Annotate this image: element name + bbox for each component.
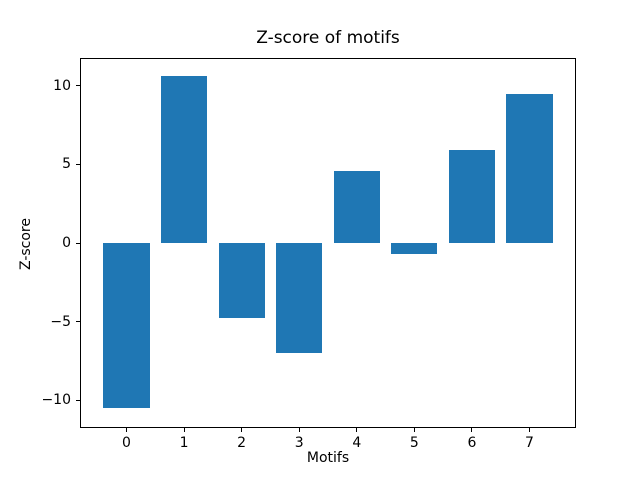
bar-motif-1 [161, 76, 208, 243]
y-tick-mark [76, 321, 80, 323]
y-tick-label: 10 [53, 77, 71, 94]
x-tick-mark [298, 428, 300, 432]
bar-motif-5 [391, 243, 438, 254]
y-tick-mark [76, 399, 80, 401]
x-tick-mark [125, 428, 127, 432]
y-tick-mark [76, 163, 80, 165]
x-tick-mark [183, 428, 185, 432]
bar-motif-6 [448, 150, 495, 243]
x-tick-label: 4 [352, 435, 362, 451]
x-tick-mark [529, 428, 530, 432]
x-tick-mark [471, 428, 473, 432]
bar-motif-0 [103, 243, 150, 409]
x-tick-label: 7 [525, 435, 534, 451]
chart-title: Z-score of motifs [256, 28, 400, 48]
y-tick-label: −10 [41, 392, 71, 409]
x-tick-mark [356, 428, 358, 432]
x-tick-label: 2 [237, 435, 247, 451]
x-tick-label: 1 [179, 435, 189, 451]
plot-area: −10 −5 0 5 10 0 1 2 3 4 5 6 7 [41, 58, 576, 451]
x-axis-label: Motifs [306, 450, 350, 466]
bar-motif-2 [218, 243, 265, 319]
y-tick-mark [76, 242, 80, 244]
y-tick-label: 0 [62, 235, 71, 251]
y-tick-label: −5 [50, 313, 71, 330]
x-tick-label: 6 [467, 435, 477, 451]
x-tick-label: 0 [122, 435, 131, 451]
x-tick-label: 5 [409, 435, 419, 451]
y-tick-label: 5 [62, 156, 71, 173]
x-tick-mark [413, 428, 415, 432]
x-tick-label: 3 [294, 435, 304, 451]
x-tick-mark [241, 428, 243, 432]
bar-motif-3 [276, 243, 323, 354]
bar-motif-4 [333, 170, 380, 243]
y-tick-mark [76, 85, 80, 87]
bar-motif-7 [506, 93, 553, 243]
